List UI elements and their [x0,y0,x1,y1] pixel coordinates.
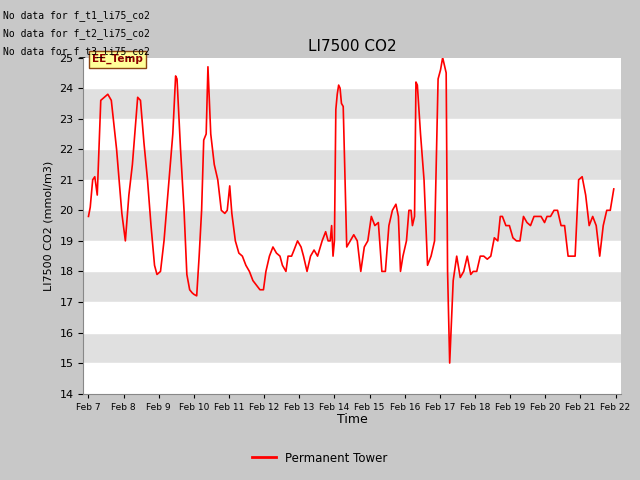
Bar [83,210,621,241]
Bar [83,180,621,210]
Bar [83,58,621,88]
Bar [83,119,621,149]
X-axis label: Time: Time [337,413,367,426]
Text: No data for f_t2_li75_co2: No data for f_t2_li75_co2 [3,28,150,39]
Text: EE_Temp: EE_Temp [92,54,143,64]
Text: No data for f_t3_li75_co2: No data for f_t3_li75_co2 [3,46,150,57]
Bar [83,271,621,302]
Legend: Permanent Tower: Permanent Tower [248,447,392,469]
Y-axis label: LI7500 CO2 (mmol/m3): LI7500 CO2 (mmol/m3) [44,160,54,291]
Bar [83,363,621,394]
Bar [83,241,621,271]
Bar [83,88,621,119]
Bar [83,333,621,363]
Bar [83,149,621,180]
Bar [83,302,621,333]
Text: No data for f_t1_li75_co2: No data for f_t1_li75_co2 [3,10,150,21]
Title: LI7500 CO2: LI7500 CO2 [308,39,396,54]
